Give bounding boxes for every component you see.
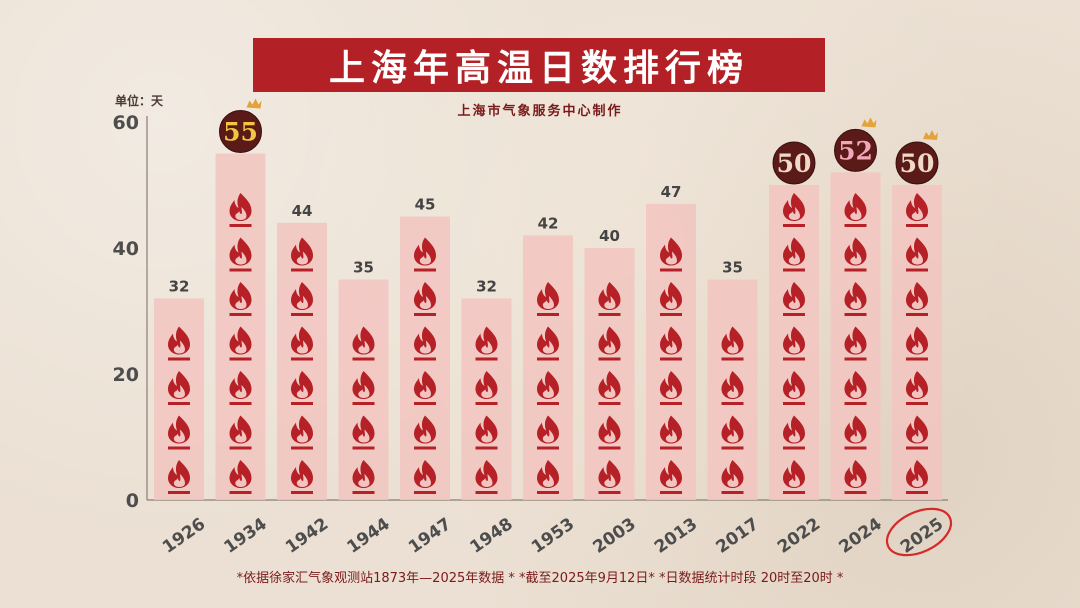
- data-label: 35: [353, 259, 374, 277]
- x-tick-label: 2025: [897, 514, 947, 558]
- title-banner: 上海年高温日数排行榜: [253, 38, 825, 92]
- data-label: 47: [661, 183, 682, 201]
- y-tick-label: 60: [113, 112, 139, 134]
- x-tick-label: 2017: [713, 514, 763, 558]
- y-tick-label: 20: [113, 364, 139, 386]
- data-label: 45: [415, 196, 436, 214]
- x-tick-label: 1934: [221, 514, 271, 558]
- unit-label: 单位：天: [115, 94, 164, 108]
- x-tick-label: 2024: [836, 514, 886, 558]
- crown-icon: [861, 117, 877, 128]
- value-badge: [219, 110, 262, 153]
- data-label: 50: [900, 149, 935, 178]
- footnote: *依据徐家汇气象观测站1873年—2025年数据 * *截至2025年9月12日…: [236, 571, 844, 586]
- bar-1953: [523, 235, 573, 500]
- x-tick-label: 1944: [344, 514, 394, 558]
- data-label: 35: [722, 259, 743, 277]
- x-tick-label: 2013: [651, 514, 701, 558]
- crown-icon: [923, 130, 938, 140]
- x-tick-label: 2003: [590, 514, 640, 558]
- highlight-circle: [885, 507, 953, 557]
- x-tick-label: 1948: [467, 514, 517, 558]
- x-tick-label: 2022: [774, 514, 824, 558]
- x-tick-label: 1926: [159, 514, 209, 558]
- data-label: 40: [599, 227, 620, 245]
- x-tick-label: 1953: [528, 514, 578, 558]
- value-badge: [772, 141, 816, 185]
- data-label: 50: [777, 149, 812, 178]
- data-label: 55: [223, 118, 258, 147]
- crown-icon: [246, 98, 262, 109]
- x-tick-label: 1947: [405, 514, 455, 558]
- value-badge: [895, 141, 939, 185]
- x-tick-label: 1942: [282, 514, 332, 558]
- chart-title: 上海年高温日数排行榜: [328, 48, 749, 89]
- y-tick-label: 0: [126, 490, 139, 512]
- data-label: 52: [838, 136, 873, 165]
- data-label: 44: [292, 202, 313, 220]
- value-badge: [834, 128, 877, 172]
- chart-subtitle: 上海市气象服务中心制作: [457, 104, 623, 119]
- data-label: 32: [476, 277, 497, 295]
- data-label: 32: [169, 277, 190, 295]
- y-tick-label: 40: [113, 238, 139, 260]
- data-label: 42: [538, 214, 559, 232]
